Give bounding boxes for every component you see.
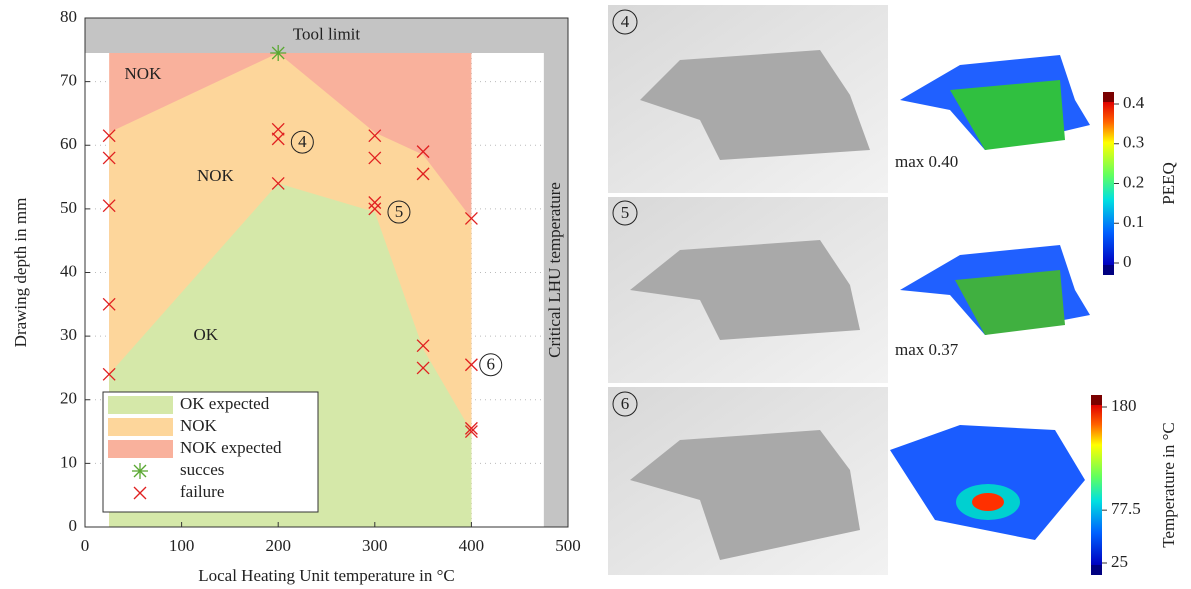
x-axis-label: Local Heating Unit temperature in °C xyxy=(198,566,455,585)
x-tick-label: 400 xyxy=(459,536,485,555)
sim xyxy=(890,425,1085,540)
y-axis-label: Drawing depth in mm xyxy=(11,198,30,348)
panel-label: 6 xyxy=(621,394,630,413)
y-tick-label: 30 xyxy=(60,325,77,344)
annotation: 5 xyxy=(395,202,404,221)
colorbar xyxy=(1091,405,1102,565)
y-tick-label: 0 xyxy=(69,516,78,535)
colorbar xyxy=(1103,102,1114,265)
panel-label: 5 xyxy=(621,203,630,222)
y-tick-label: 10 xyxy=(60,452,77,471)
region-label: NOK xyxy=(197,166,235,185)
x-tick-label: 0 xyxy=(81,536,90,555)
colorbar-tick-label: 0.3 xyxy=(1123,133,1144,152)
sim xyxy=(950,80,1065,150)
legend-label: NOK xyxy=(180,416,218,435)
legend-label: succes xyxy=(180,460,224,479)
y-tick-label: 50 xyxy=(60,198,77,217)
legend-label: failure xyxy=(180,482,224,501)
x-tick-label: 300 xyxy=(362,536,388,555)
sim xyxy=(955,270,1065,335)
band-label: Tool limit xyxy=(293,24,361,43)
x-tick-label: 100 xyxy=(169,536,195,555)
legend-marker xyxy=(132,463,148,479)
x-tick-label: 200 xyxy=(265,536,291,555)
colorbar-tick-label: 0 xyxy=(1123,252,1132,271)
colorbar-label: Temperature in °C xyxy=(1159,422,1178,548)
y-tick-label: 80 xyxy=(60,7,77,26)
legend-label: NOK expected xyxy=(180,438,282,457)
annotation: 4 xyxy=(298,132,307,151)
y-tick-label: 40 xyxy=(60,261,77,280)
legend-swatch xyxy=(108,396,173,414)
region-label: NOK xyxy=(125,64,163,83)
panel-label: 4 xyxy=(621,12,630,31)
y-tick-label: 20 xyxy=(60,389,77,408)
x-tick-label: 500 xyxy=(555,536,581,555)
colorbar-label: PEEQ xyxy=(1159,162,1178,205)
colorbar-tick-label: 77.5 xyxy=(1111,499,1141,518)
colorbar-end xyxy=(1103,92,1114,102)
photos xyxy=(608,5,1090,575)
sim xyxy=(972,493,1004,511)
colorbar-tick-label: 180 xyxy=(1111,396,1137,415)
marker xyxy=(270,45,286,61)
colorbar-tick-label: 0.2 xyxy=(1123,172,1144,191)
colorbar-end xyxy=(1091,395,1102,405)
annotation: 6 xyxy=(486,355,495,374)
region-label: OK xyxy=(193,325,218,344)
figure: Tool limit Critical LHU temperature NOK NOK… xyxy=(0,0,1191,589)
legend-label: OK expected xyxy=(180,394,270,413)
y-tick-label: 60 xyxy=(60,134,77,153)
y-tick-label: 70 xyxy=(60,71,77,90)
legend-swatch xyxy=(108,418,173,436)
colorbar-end xyxy=(1091,565,1102,575)
colorbar-tick-label: 25 xyxy=(1111,552,1128,571)
colorbar-tick-label: 0.1 xyxy=(1123,212,1144,231)
colorbar-end xyxy=(1103,265,1114,275)
band-label: Critical LHU temperature xyxy=(545,182,564,358)
legend-swatch xyxy=(108,440,173,458)
panel-annotation: max 0.37 xyxy=(895,340,959,359)
colorbar-tick-label: 0.4 xyxy=(1123,93,1145,112)
panel-annotation: max 0.40 xyxy=(895,152,958,171)
